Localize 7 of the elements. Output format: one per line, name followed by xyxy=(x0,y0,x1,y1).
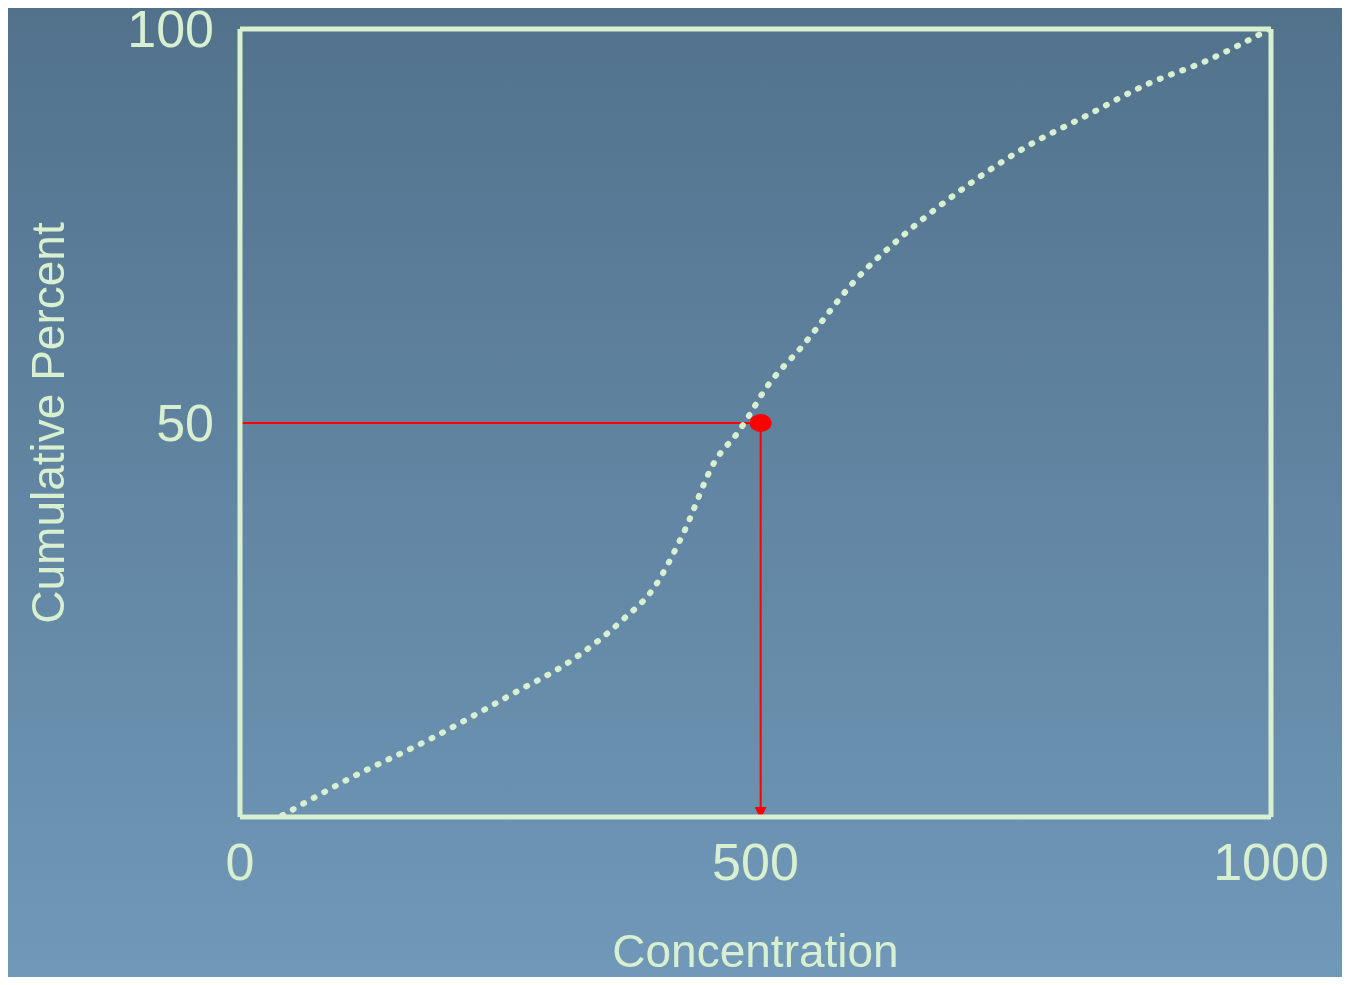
x-tick-label: 1000 xyxy=(1213,832,1329,891)
y-tick-label: 100 xyxy=(127,0,214,59)
y-tick-label: 50 xyxy=(156,394,214,453)
x-tick-label: 0 xyxy=(225,832,255,891)
y-axis-title: Cumulative Percent xyxy=(22,222,75,624)
x-axis-title: Concentration xyxy=(612,925,899,977)
x-tick-label: 500 xyxy=(712,832,799,891)
